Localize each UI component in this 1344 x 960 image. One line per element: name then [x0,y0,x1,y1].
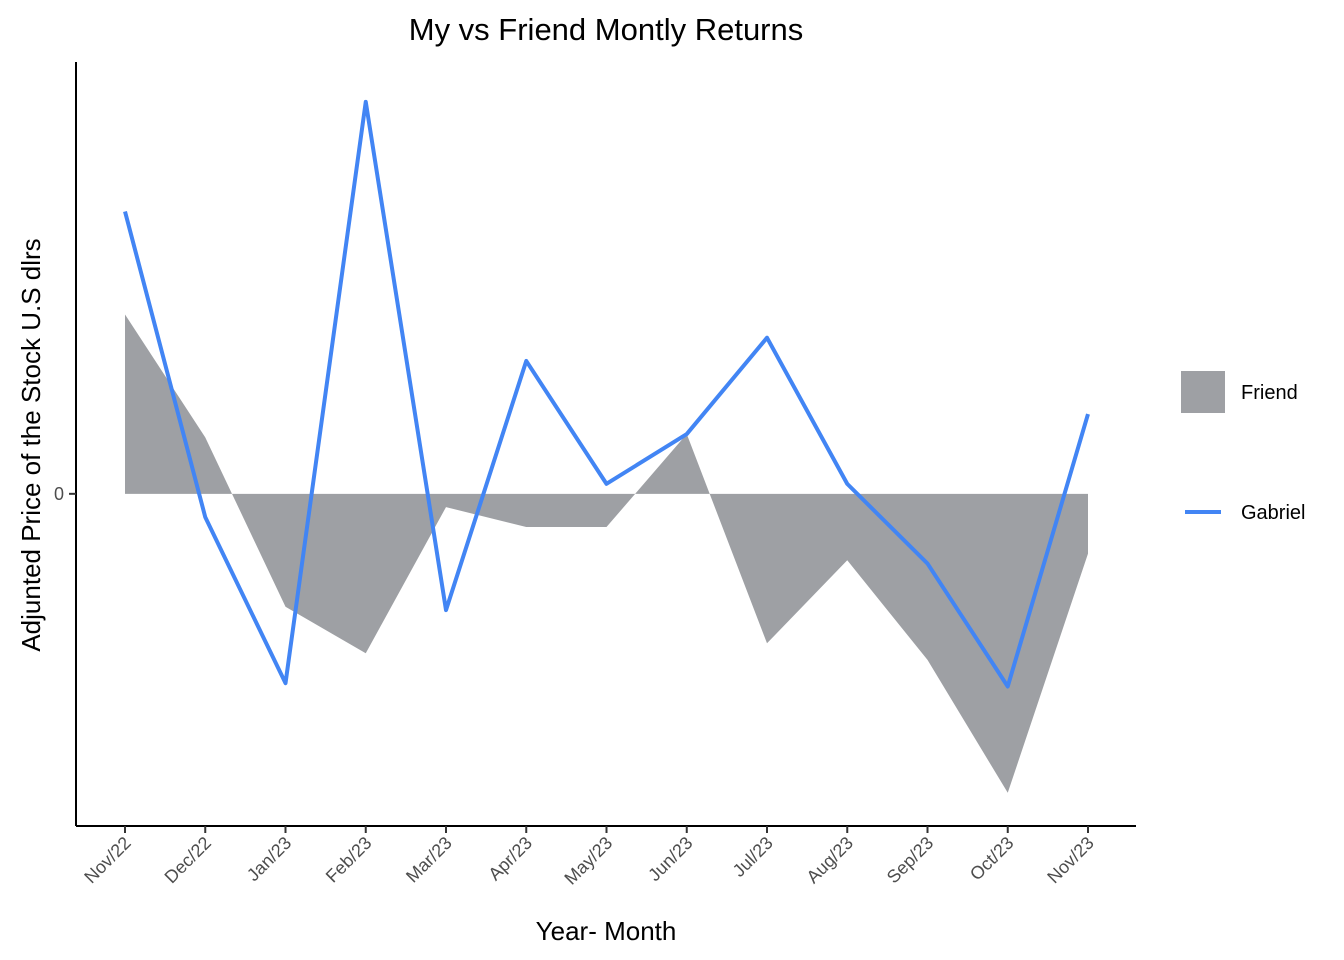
x-tick-label: Mar/23 [402,833,456,887]
legend-key-friend [1181,371,1225,413]
x-tick-label: Nov/23 [1043,833,1097,887]
x-tick-label: Dec/22 [161,833,215,887]
chart-title: My vs Friend Montly Returns [409,12,804,47]
x-tick-label: Oct/23 [966,833,1018,885]
series-line-gabriel [123,99,1090,689]
x-axis-title: Year- Month [536,916,677,946]
plot-area [123,99,1090,793]
x-tick-label: Sep/23 [883,833,937,887]
y-ticks: 0 [54,484,76,504]
x-tick-label: Aug/23 [803,833,857,887]
legend-label-friend: Friend [1241,382,1298,404]
series-area-friend [125,314,1088,793]
x-tick-label: Jul/23 [729,833,777,881]
x-tick-label: Apr/23 [484,833,536,885]
x-tick-label: Jan/23 [243,833,295,885]
x-tick-label: Jun/23 [644,833,696,885]
y-axis-title: Adjunted Price of the Stock U.S dlrs [16,238,46,651]
y-tick-label: 0 [54,484,64,504]
x-ticks: Nov/22 Dec/22 Jan/23 Feb/23 Mar/23 Apr/23 May/… [80,826,1098,889]
x-tick-label: Nov/22 [80,833,134,887]
x-tick-label: May/23 [560,833,616,889]
legend: Friend Gabriel [1181,371,1305,524]
x-tick-label: Feb/23 [322,833,376,887]
legend-label-gabriel: Gabriel [1241,502,1305,524]
